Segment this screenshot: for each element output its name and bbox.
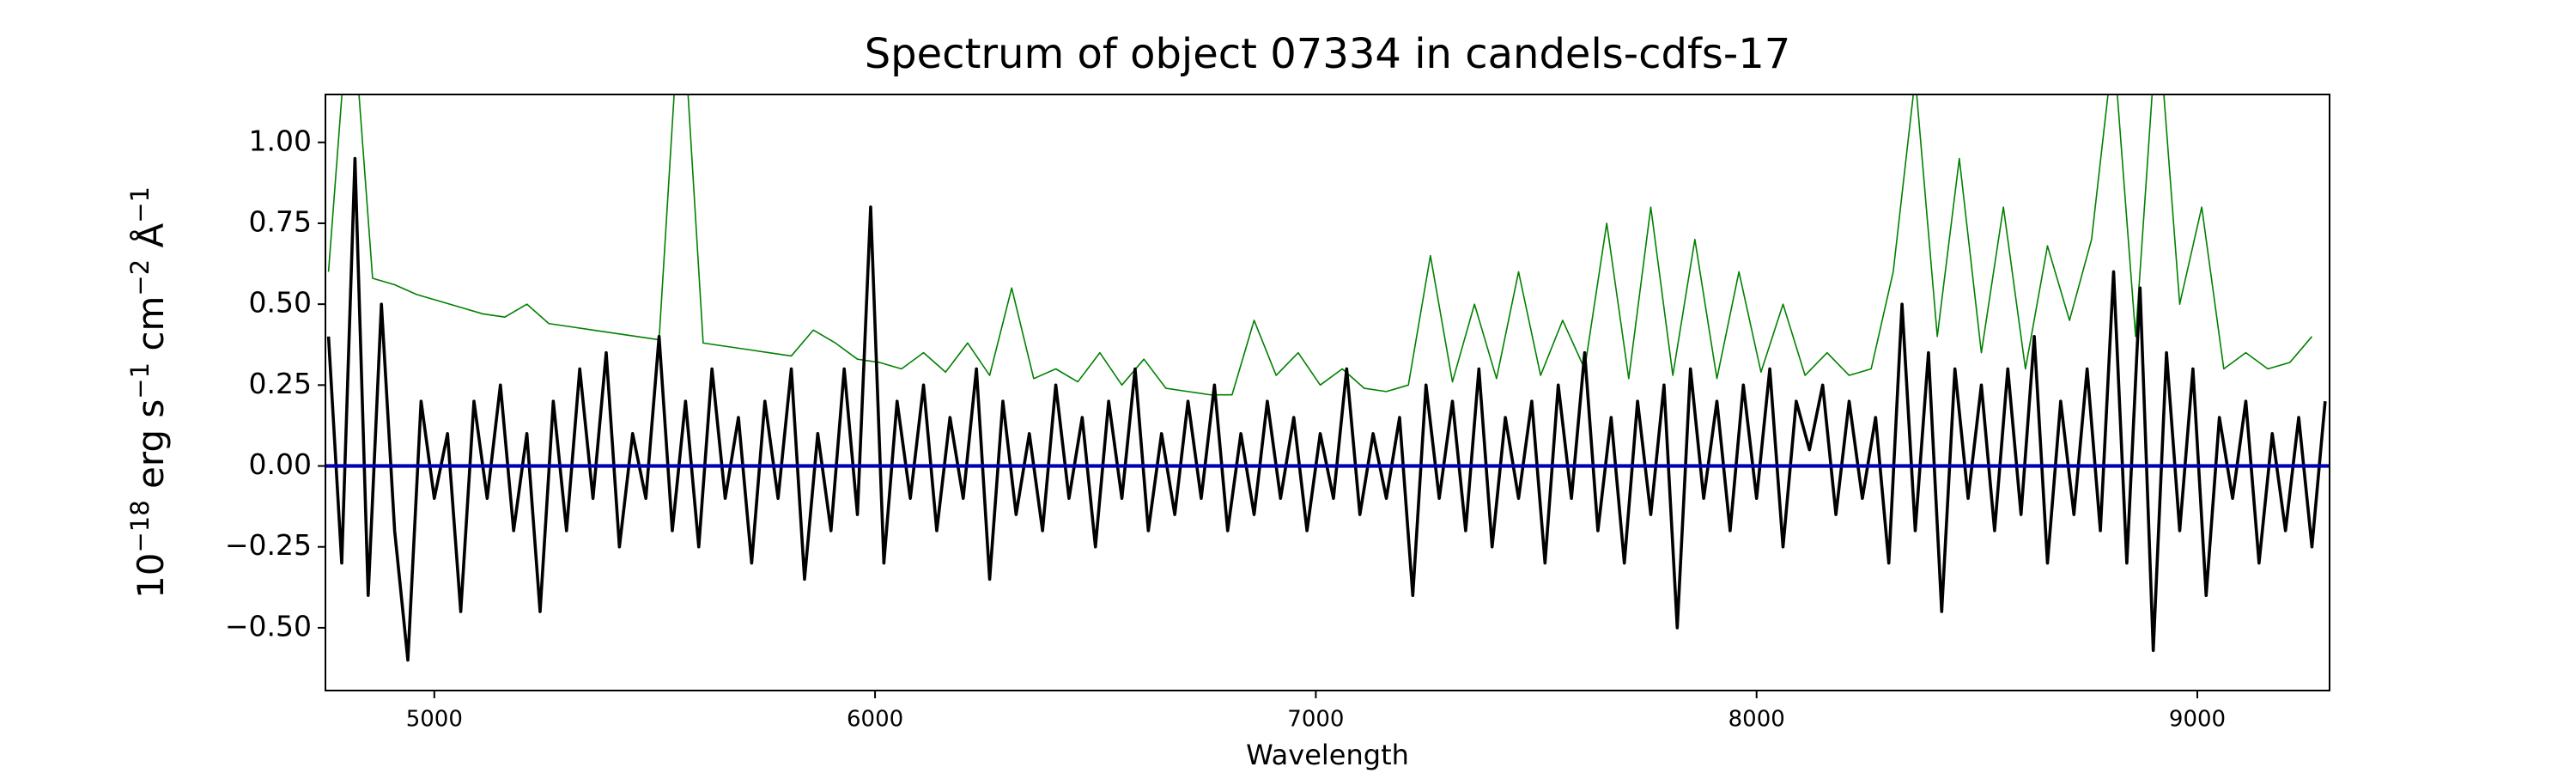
y-label-superscript: −18 [125, 500, 155, 552]
spectrum-line [326, 156, 2327, 662]
x-tick-label: 9000 [2169, 707, 2226, 733]
x-tick-label: 6000 [847, 707, 903, 733]
x-tick-label: 7000 [1287, 707, 1344, 733]
y-label-superscript: −1 [125, 186, 155, 223]
y-tick-label: 0.75 [249, 204, 312, 238]
x-tick-label: 5000 [406, 707, 463, 733]
axes-frame [325, 94, 2330, 691]
y-label-superscript: −2 [125, 259, 155, 296]
chart-title: Spectrum of object 07334 in candels-cdfs… [865, 30, 1791, 78]
y-tick-label: 0.00 [249, 447, 312, 481]
y-label-text: 10 [130, 553, 172, 599]
y-tick-label: −0.50 [225, 609, 312, 642]
y-label-text: erg s [130, 399, 172, 501]
y-label-text: cm [130, 296, 172, 362]
y-axis-label: 10−18 erg s−1 cm−2 Å−1 [125, 186, 172, 599]
y-tick-label: 0.50 [249, 286, 312, 320]
y-tick-label: −0.25 [225, 528, 312, 562]
x-tick-label: 8000 [1728, 707, 1785, 733]
x-axis-label: Wavelength [1246, 739, 1409, 771]
y-tick-label: 0.25 [249, 367, 312, 400]
y-label-superscript: −1 [125, 362, 155, 399]
y-label-text: Å [129, 223, 172, 259]
y-tick-label: 1.00 [249, 124, 312, 157]
plot-area [325, 94, 2330, 662]
